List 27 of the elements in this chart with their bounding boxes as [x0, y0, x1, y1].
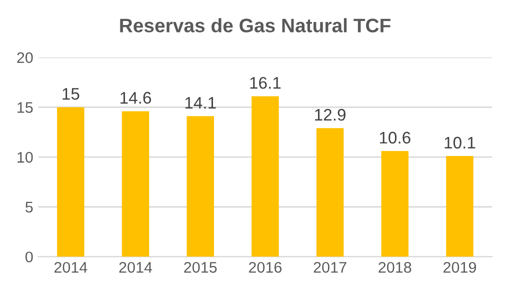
- y-tick-label: 15: [18, 102, 33, 113]
- bar: [252, 96, 279, 257]
- bar: [381, 151, 409, 257]
- y-tick-label: 10: [18, 152, 33, 163]
- bar: [186, 116, 214, 257]
- chart-title: Reservas de Gas Natural TCF: [120, 18, 390, 32]
- bar: [122, 111, 150, 257]
- data-label: 10.1: [444, 136, 476, 149]
- data-label: 10.6: [380, 132, 410, 144]
- x-tick-label: 2019: [444, 262, 476, 273]
- data-label: 14.6: [120, 92, 151, 104]
- y-tick-label: 0: [25, 252, 33, 262]
- data-label: 12.9: [315, 108, 346, 121]
- bar: [57, 107, 84, 257]
- bar: [316, 128, 344, 257]
- x-tick-label: 2016: [248, 262, 282, 273]
- x-tick-label: 2015: [184, 262, 217, 273]
- bar: [446, 156, 474, 257]
- y-tick-label: 5: [26, 202, 33, 213]
- data-label: 14.1: [185, 97, 216, 109]
- x-tick-label: 2014: [54, 262, 88, 273]
- y-tick-label: 20: [17, 52, 33, 64]
- x-tick-label: 2014: [119, 262, 152, 273]
- data-label: 16.1: [250, 76, 281, 89]
- x-tick-label: 2017: [314, 262, 346, 273]
- x-tick-label: 2018: [378, 262, 412, 273]
- data-label: 15: [62, 88, 80, 100]
